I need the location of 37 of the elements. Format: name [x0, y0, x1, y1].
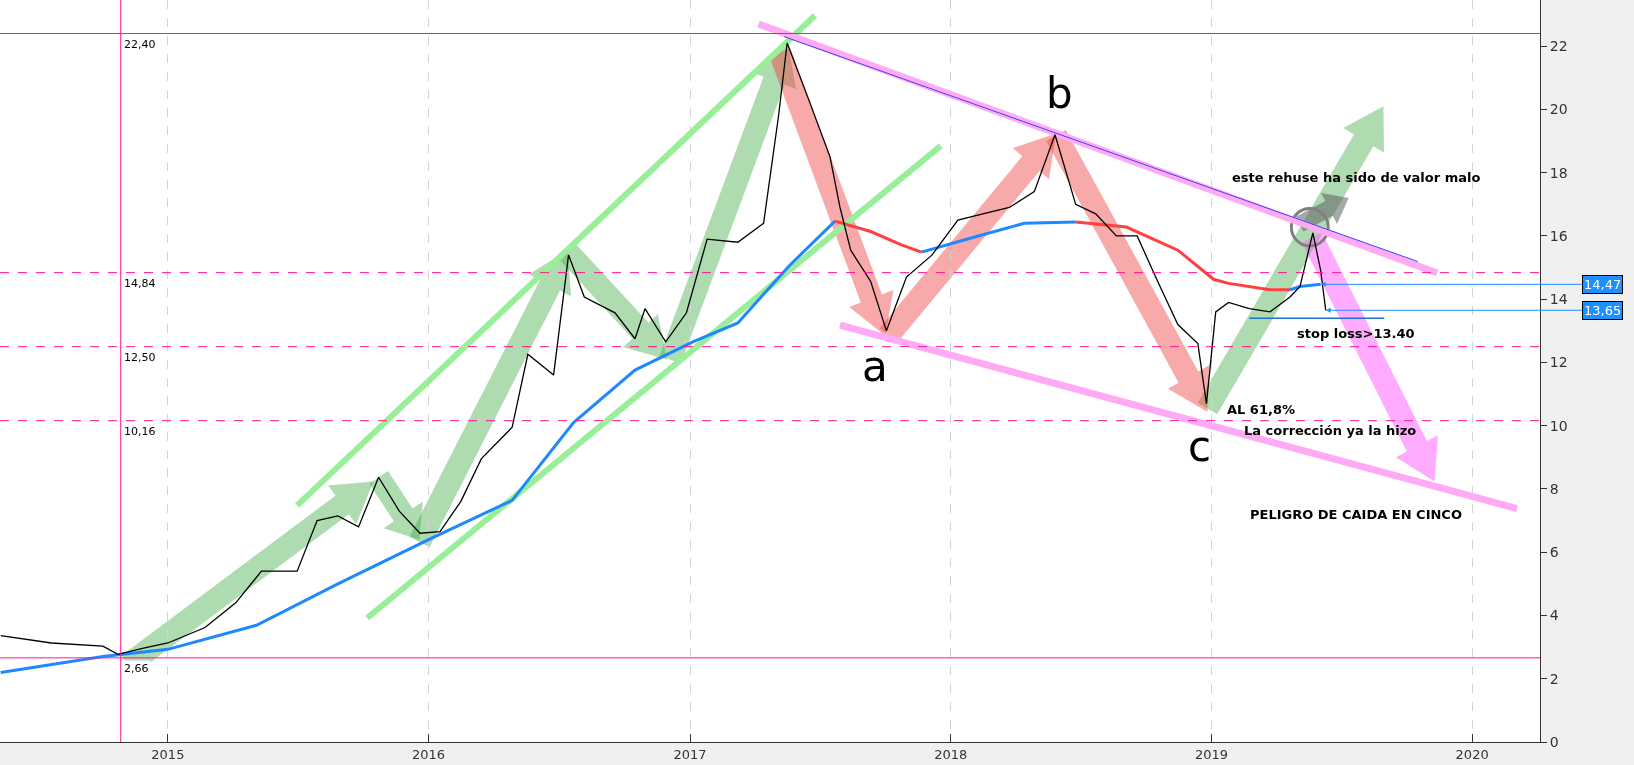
ref-line-label: 22,40 — [124, 38, 156, 51]
line-series — [1074, 220, 1292, 292]
line-series — [919, 220, 1078, 254]
y-tick-label: 12 — [1549, 354, 1568, 371]
x-tick-label: 2016 — [412, 746, 446, 762]
x-tick-label: 2015 — [151, 746, 185, 762]
ref-line-label: 2,66 — [124, 662, 149, 675]
y-tick-label: 14 — [1549, 291, 1568, 308]
annotation: este rehuse ha sido de valor malo — [1232, 170, 1481, 185]
y-tick-label: 0 — [1549, 733, 1559, 750]
x-tick-label: 2017 — [673, 746, 707, 762]
ref-line-label: 10,16 — [124, 425, 156, 438]
y-tick-label: 18 — [1549, 164, 1568, 181]
line-series — [833, 219, 923, 254]
x-tick-label: 2020 — [1455, 746, 1489, 762]
y-tick-label: 4 — [1549, 607, 1559, 624]
annotation: c — [1188, 422, 1212, 471]
ref-line-label: 14,84 — [124, 277, 156, 290]
y-tick-label: 2 — [1549, 670, 1559, 687]
y-tick-label: 8 — [1549, 480, 1559, 497]
annotation: 14,47 — [1584, 277, 1622, 292]
x-tick-label: 2019 — [1194, 746, 1228, 762]
line-series — [0, 219, 837, 674]
annotation: PELIGRO DE CAIDA EN CINCO — [1250, 507, 1462, 522]
ref-line-label: 12,50 — [124, 351, 156, 364]
annotation: stop loss>13.40 — [1297, 326, 1415, 341]
annotation: AL 61,8% — [1227, 402, 1295, 417]
y-tick-label: 20 — [1549, 101, 1568, 118]
annotation: La corrección ya la hizo — [1244, 423, 1417, 438]
annotation: a — [862, 342, 888, 391]
y-tick-label: 6 — [1549, 544, 1559, 561]
x-tick-label: 2018 — [934, 746, 968, 762]
annotation: 13,65 — [1584, 303, 1622, 318]
y-tick-label: 16 — [1549, 227, 1568, 244]
annotation: b — [1046, 69, 1073, 118]
y-tick-label: 22 — [1549, 38, 1568, 55]
y-tick-label: 10 — [1549, 417, 1568, 434]
